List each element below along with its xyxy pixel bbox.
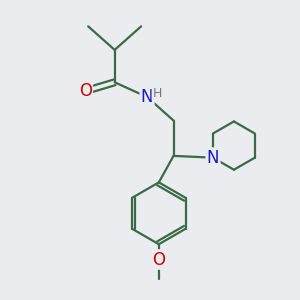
Text: O: O bbox=[152, 250, 165, 268]
Text: N: N bbox=[141, 88, 153, 106]
Text: H: H bbox=[153, 87, 162, 100]
Text: O: O bbox=[79, 82, 92, 100]
Text: N: N bbox=[207, 149, 219, 167]
